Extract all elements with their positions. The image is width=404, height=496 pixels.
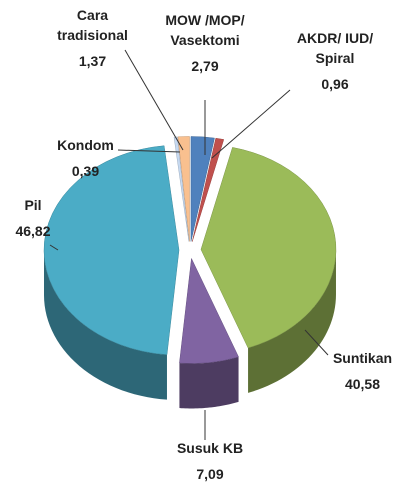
data-label: Kondom 0,39 bbox=[48, 135, 123, 181]
value-label: 40,58 bbox=[344, 376, 381, 392]
data-label: Suntikan 40,58 bbox=[325, 348, 400, 394]
slice bbox=[179, 257, 239, 364]
slice bbox=[43, 145, 180, 355]
leader-line bbox=[49, 244, 59, 251]
category-label: AKDR/ IUD/ Spiral bbox=[296, 30, 374, 66]
value-label: 7,09 bbox=[196, 466, 224, 482]
slice bbox=[190, 136, 215, 242]
data-label: Cara tradisional 1,37 bbox=[45, 5, 140, 71]
leader-line bbox=[211, 89, 291, 159]
slice bbox=[192, 137, 225, 242]
data-label: Pil 46,82 bbox=[8, 195, 58, 241]
leader-line bbox=[117, 149, 181, 153]
leader-line bbox=[124, 49, 184, 151]
data-label: AKDR/ IUD/ Spiral 0,96 bbox=[290, 28, 380, 94]
value-label: 2,79 bbox=[191, 58, 219, 74]
slice bbox=[200, 147, 337, 349]
category-label: Pil bbox=[24, 197, 42, 213]
value-label: 0,39 bbox=[71, 163, 100, 179]
category-label: Kondom bbox=[57, 137, 114, 153]
category-label: Cara tradisional bbox=[57, 7, 128, 43]
slice-side bbox=[179, 356, 239, 409]
slice bbox=[177, 136, 190, 242]
category-label: MOW /MOP/ Vasektomi bbox=[165, 12, 245, 48]
data-label: MOW /MOP/ Vasektomi 2,79 bbox=[165, 10, 245, 76]
value-label: 0,96 bbox=[321, 76, 349, 92]
data-label: Susuk KB 7,09 bbox=[165, 438, 255, 484]
leader-line bbox=[304, 329, 329, 356]
value-label: 1,37 bbox=[78, 53, 107, 69]
category-label: Suntikan bbox=[332, 350, 393, 366]
slice-side bbox=[248, 249, 336, 393]
slice-side bbox=[44, 250, 167, 400]
category-label: Susuk KB bbox=[176, 440, 244, 456]
value-label: 46,82 bbox=[15, 223, 51, 239]
